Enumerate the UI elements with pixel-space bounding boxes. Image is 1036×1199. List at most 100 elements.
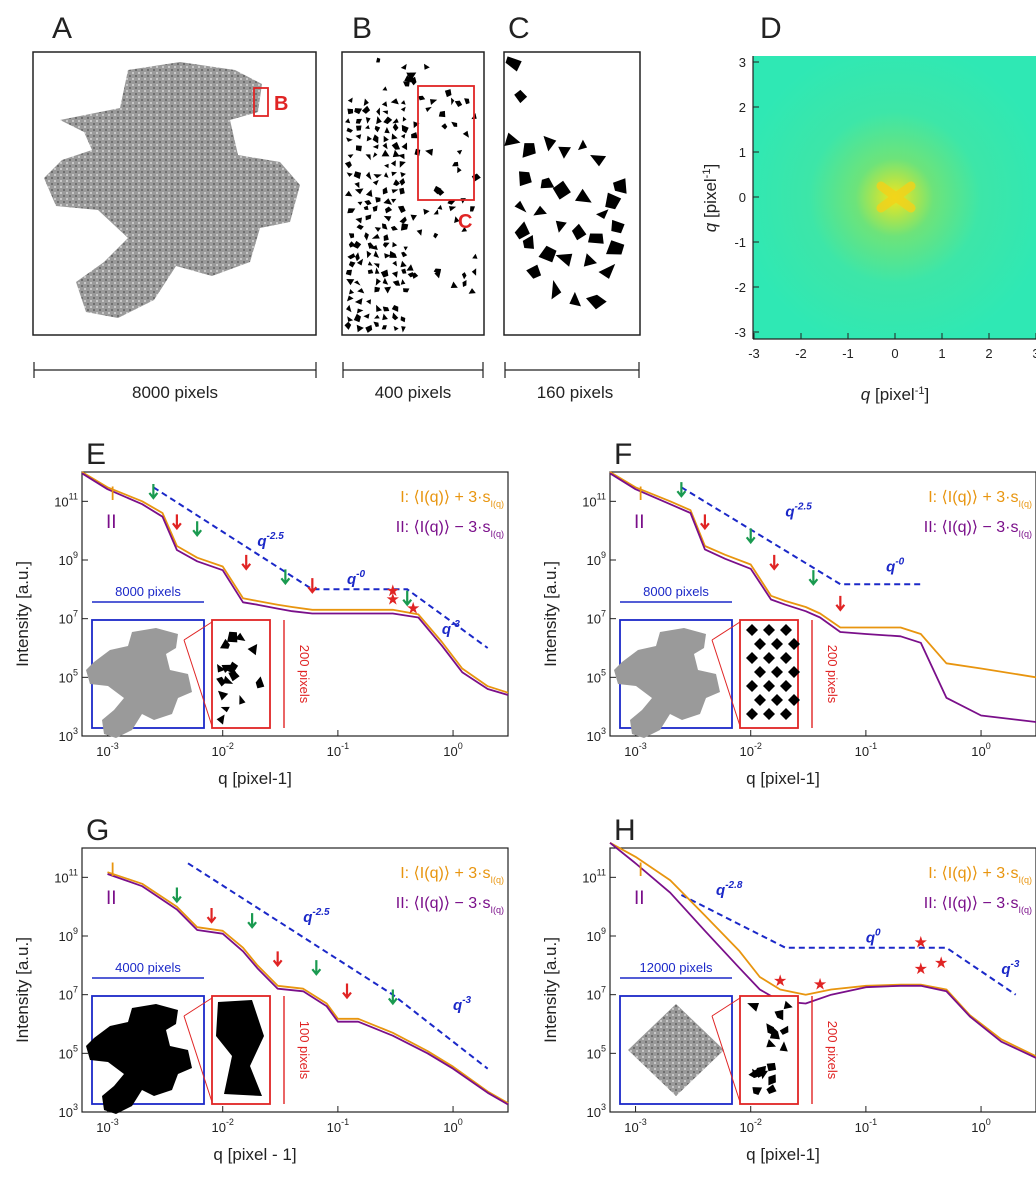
particle xyxy=(543,135,557,152)
x-tick-label: 10-1 xyxy=(327,1117,349,1135)
x-tick-label: 3 xyxy=(1032,346,1036,361)
particle xyxy=(748,1069,761,1078)
panel-label-f: F xyxy=(614,438,632,471)
particle xyxy=(451,97,455,106)
particle xyxy=(239,695,246,705)
particle xyxy=(348,233,355,239)
particle xyxy=(399,187,405,195)
particle xyxy=(373,263,380,269)
guide-label: q-2.5 xyxy=(785,502,812,521)
peak-star-marker: ★ xyxy=(773,971,787,990)
particle xyxy=(353,171,362,179)
particle xyxy=(363,98,369,106)
particle xyxy=(391,141,401,150)
y-tick-label: 107 xyxy=(587,609,606,627)
legend-entry-i: I: ⟨I(q)⟩ + 3·sI(q) xyxy=(928,489,1032,509)
inset-side-label: 200 pixels xyxy=(297,645,312,704)
particle xyxy=(374,227,381,232)
green-arrow-marker xyxy=(192,521,203,537)
particle xyxy=(392,260,397,267)
particle xyxy=(385,206,393,214)
y-tick-label: 0 xyxy=(739,190,746,205)
y-tick-label: 103 xyxy=(59,1102,78,1120)
particle xyxy=(381,325,387,330)
particle xyxy=(344,161,352,169)
particle xyxy=(354,188,364,195)
particle xyxy=(444,89,452,98)
particle xyxy=(374,314,380,319)
particle xyxy=(403,288,410,293)
particle xyxy=(746,652,758,664)
particle xyxy=(424,63,430,70)
scale-label-c: 160 pixels xyxy=(537,383,614,402)
panel-c: C 160 pixels xyxy=(503,12,641,402)
particle xyxy=(223,675,234,684)
particle xyxy=(383,198,392,205)
y-axis-label: Intensity [a.u.] xyxy=(13,937,32,1043)
y-tick-label: -1 xyxy=(734,235,746,250)
red-arrow-marker xyxy=(342,983,352,1000)
particle xyxy=(400,106,406,112)
particle xyxy=(780,680,792,692)
particle-pattern-c xyxy=(504,56,627,310)
guide-label: q-3 xyxy=(453,995,472,1014)
peak-star-marker: ★ xyxy=(406,599,420,618)
particle xyxy=(438,110,446,118)
particle xyxy=(365,214,372,221)
panel-g: G 103 105 107 109 1011 10-3 10-2 10-1 100 q [pixel… xyxy=(13,814,509,1164)
particle xyxy=(370,245,378,250)
particle xyxy=(367,269,374,274)
particle xyxy=(504,132,521,146)
particle xyxy=(356,324,364,333)
particle xyxy=(447,199,456,205)
legend-entry-ii: II: ⟨I(q)⟩ − 3·sI(q) xyxy=(396,895,504,915)
zoom-connector xyxy=(183,997,213,1017)
particle xyxy=(361,105,371,114)
particle xyxy=(345,269,352,276)
particle xyxy=(382,142,388,150)
x-tick-label: 2 xyxy=(985,346,992,361)
particle xyxy=(346,172,353,177)
particle xyxy=(763,624,775,636)
guide-label: q0 xyxy=(866,928,881,947)
particle xyxy=(384,127,390,134)
legend-entry-ii: II: ⟨I(q)⟩ − 3·sI(q) xyxy=(924,519,1032,539)
particle xyxy=(365,171,372,180)
y-tick-label: 1011 xyxy=(54,491,78,509)
particle xyxy=(364,200,372,206)
inset-fractal-shape xyxy=(614,628,720,738)
green-arrow-marker xyxy=(402,590,413,607)
particle xyxy=(551,280,562,300)
y-tick-label: 105 xyxy=(587,667,606,685)
y-tick-label: 1011 xyxy=(54,867,78,885)
particle xyxy=(346,137,353,142)
particle xyxy=(606,240,625,255)
particle xyxy=(355,252,360,262)
particle xyxy=(383,215,392,222)
particle xyxy=(768,1074,776,1086)
particle xyxy=(774,1009,784,1021)
particle xyxy=(347,316,354,322)
zoom-connector xyxy=(711,621,741,641)
particle xyxy=(372,144,379,149)
particle xyxy=(346,127,353,133)
particle xyxy=(375,197,381,203)
particle xyxy=(533,205,547,216)
particle xyxy=(216,1000,264,1096)
guide-label: q-0 xyxy=(886,557,905,576)
y-tick-label: 105 xyxy=(587,1043,606,1061)
x-tick-label: 100 xyxy=(971,1117,990,1135)
particle xyxy=(763,680,775,692)
particle xyxy=(397,205,406,213)
x-tick-label: 10-2 xyxy=(211,741,233,759)
y-tick-label: 109 xyxy=(59,550,78,568)
particle xyxy=(354,182,360,189)
particle xyxy=(441,123,448,130)
particle xyxy=(228,671,240,682)
inset-scale-label: 4000 pixels xyxy=(115,960,181,975)
plot-frame xyxy=(81,847,509,1113)
inset-zoom-box xyxy=(739,995,799,1105)
particle xyxy=(540,177,555,189)
peak-star-marker: ★ xyxy=(914,959,928,978)
panel-f: F 103 105 107 109 1011 10-3 10-2 10-1 100 q [pixel… xyxy=(541,438,1036,788)
